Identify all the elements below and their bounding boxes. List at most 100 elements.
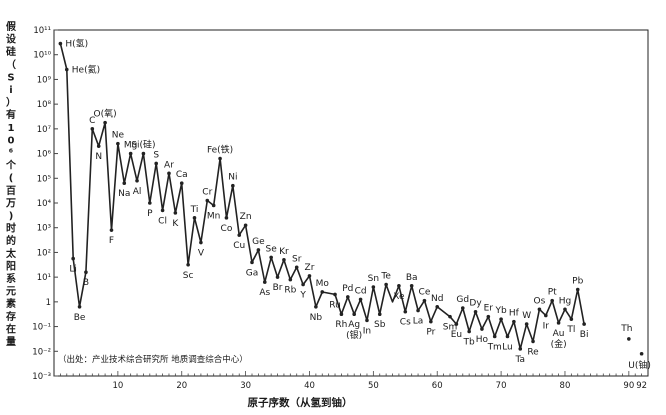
element-label: Fe(铁) [207, 144, 233, 156]
data-point [192, 216, 197, 220]
y-tick-label: 10⁻² [32, 347, 51, 357]
data-point [275, 275, 280, 279]
element-label: Bi [580, 330, 589, 340]
data-point [429, 319, 433, 324]
element-label: K [172, 219, 179, 229]
element-label: Zn [240, 212, 252, 222]
element-label: Gd [456, 295, 469, 305]
element-label: Ho [476, 335, 489, 345]
element-label: Se [266, 244, 278, 254]
data-point [122, 181, 127, 186]
element-label: Kr [279, 247, 289, 257]
element-label: Na [118, 189, 130, 199]
data-point [333, 292, 337, 297]
data-point [422, 298, 427, 303]
data-point [569, 317, 574, 321]
y-tick-label: 1 [46, 298, 51, 308]
element-label: Mg [124, 141, 137, 151]
element-label: Tb [463, 338, 475, 348]
data-point [96, 144, 101, 148]
element-label: Sc [183, 271, 194, 281]
element-label: Cd [355, 286, 367, 296]
element-label: Li [69, 265, 77, 275]
data-point [550, 298, 554, 303]
data-point [294, 265, 299, 270]
element-label: Rh [335, 320, 347, 330]
data-point [314, 305, 318, 309]
data-point [141, 151, 146, 156]
data-point [211, 203, 216, 208]
element-label: Ti [190, 205, 199, 215]
element-label: In [363, 326, 371, 336]
y-tick-label: 10¹⁰ [33, 51, 51, 61]
element-label: U(铀) [628, 359, 651, 371]
data-point [371, 285, 376, 289]
data-point [416, 308, 420, 313]
element-label: Sr [292, 254, 302, 264]
y-label-char: 假 [6, 20, 17, 33]
element-label: Os [534, 296, 546, 306]
y-tick-label: 10¹ [37, 273, 51, 283]
y-label-char: 系 [6, 272, 16, 285]
data-point [544, 313, 548, 318]
data-point [179, 181, 184, 186]
y-label-char: 存 [6, 310, 16, 323]
y-label-char: 阳 [6, 260, 16, 272]
element-label: Te [380, 272, 391, 282]
element-label: Pd [342, 284, 353, 294]
element-label: Dy [469, 299, 482, 309]
element-label: Ga [246, 268, 259, 278]
data-point [384, 282, 388, 287]
data-point [492, 334, 497, 339]
data-point [77, 305, 82, 309]
data-point [64, 67, 69, 72]
y-label-char: 1 [8, 123, 15, 134]
element-label: Cr [202, 188, 212, 198]
data-point [563, 307, 567, 312]
element-label: C [89, 116, 95, 126]
data-point [58, 41, 63, 46]
y-label-char: ⁶ [9, 148, 13, 159]
y-tick-label: 10⁸ [37, 100, 52, 110]
data-point [346, 295, 350, 299]
y-tick-label: 10⁹ [37, 75, 52, 85]
data-point [205, 198, 210, 203]
element-label: Sm [443, 323, 457, 333]
element-label: W [522, 311, 531, 321]
data-point [90, 127, 95, 131]
element-label: Sb [374, 320, 386, 330]
data-point [71, 256, 75, 261]
data-point [486, 314, 491, 319]
y-tick-label: 10⁴ [37, 199, 52, 209]
element-label: Tl [566, 325, 575, 335]
element-label: Pr [426, 328, 435, 338]
data-point [250, 260, 254, 265]
data-point [518, 347, 523, 351]
y-label-char: 量 [6, 335, 16, 348]
element-label: Zr [305, 263, 315, 273]
x-tick-label: 70 [496, 381, 507, 391]
y-tick-label: 10¹¹ [33, 26, 51, 36]
y-label-char: 元 [6, 286, 16, 298]
y-label-char: ) [9, 211, 14, 222]
element-label: Xe [393, 292, 405, 302]
data-point [435, 305, 440, 309]
x-tick-label: 10 [112, 381, 123, 391]
element-label: Ne [112, 131, 125, 141]
element-label: Br [273, 283, 283, 293]
y-tick-label: 10⁵ [37, 174, 51, 184]
element-label: Rb [284, 286, 296, 296]
element-label: Ge [252, 237, 265, 247]
element-label: Mn [207, 211, 220, 221]
y-tick-label: 10⁻³ [32, 372, 51, 382]
y-label-char: S [7, 72, 14, 83]
element-label: He(氦) [72, 64, 100, 76]
data-point [454, 322, 459, 326]
data-point [358, 297, 363, 302]
y-label-char: 太 [5, 247, 17, 260]
y-label-char: i [9, 85, 12, 96]
element-label: Hg [559, 296, 571, 306]
data-point [307, 274, 312, 278]
data-point [403, 309, 408, 314]
